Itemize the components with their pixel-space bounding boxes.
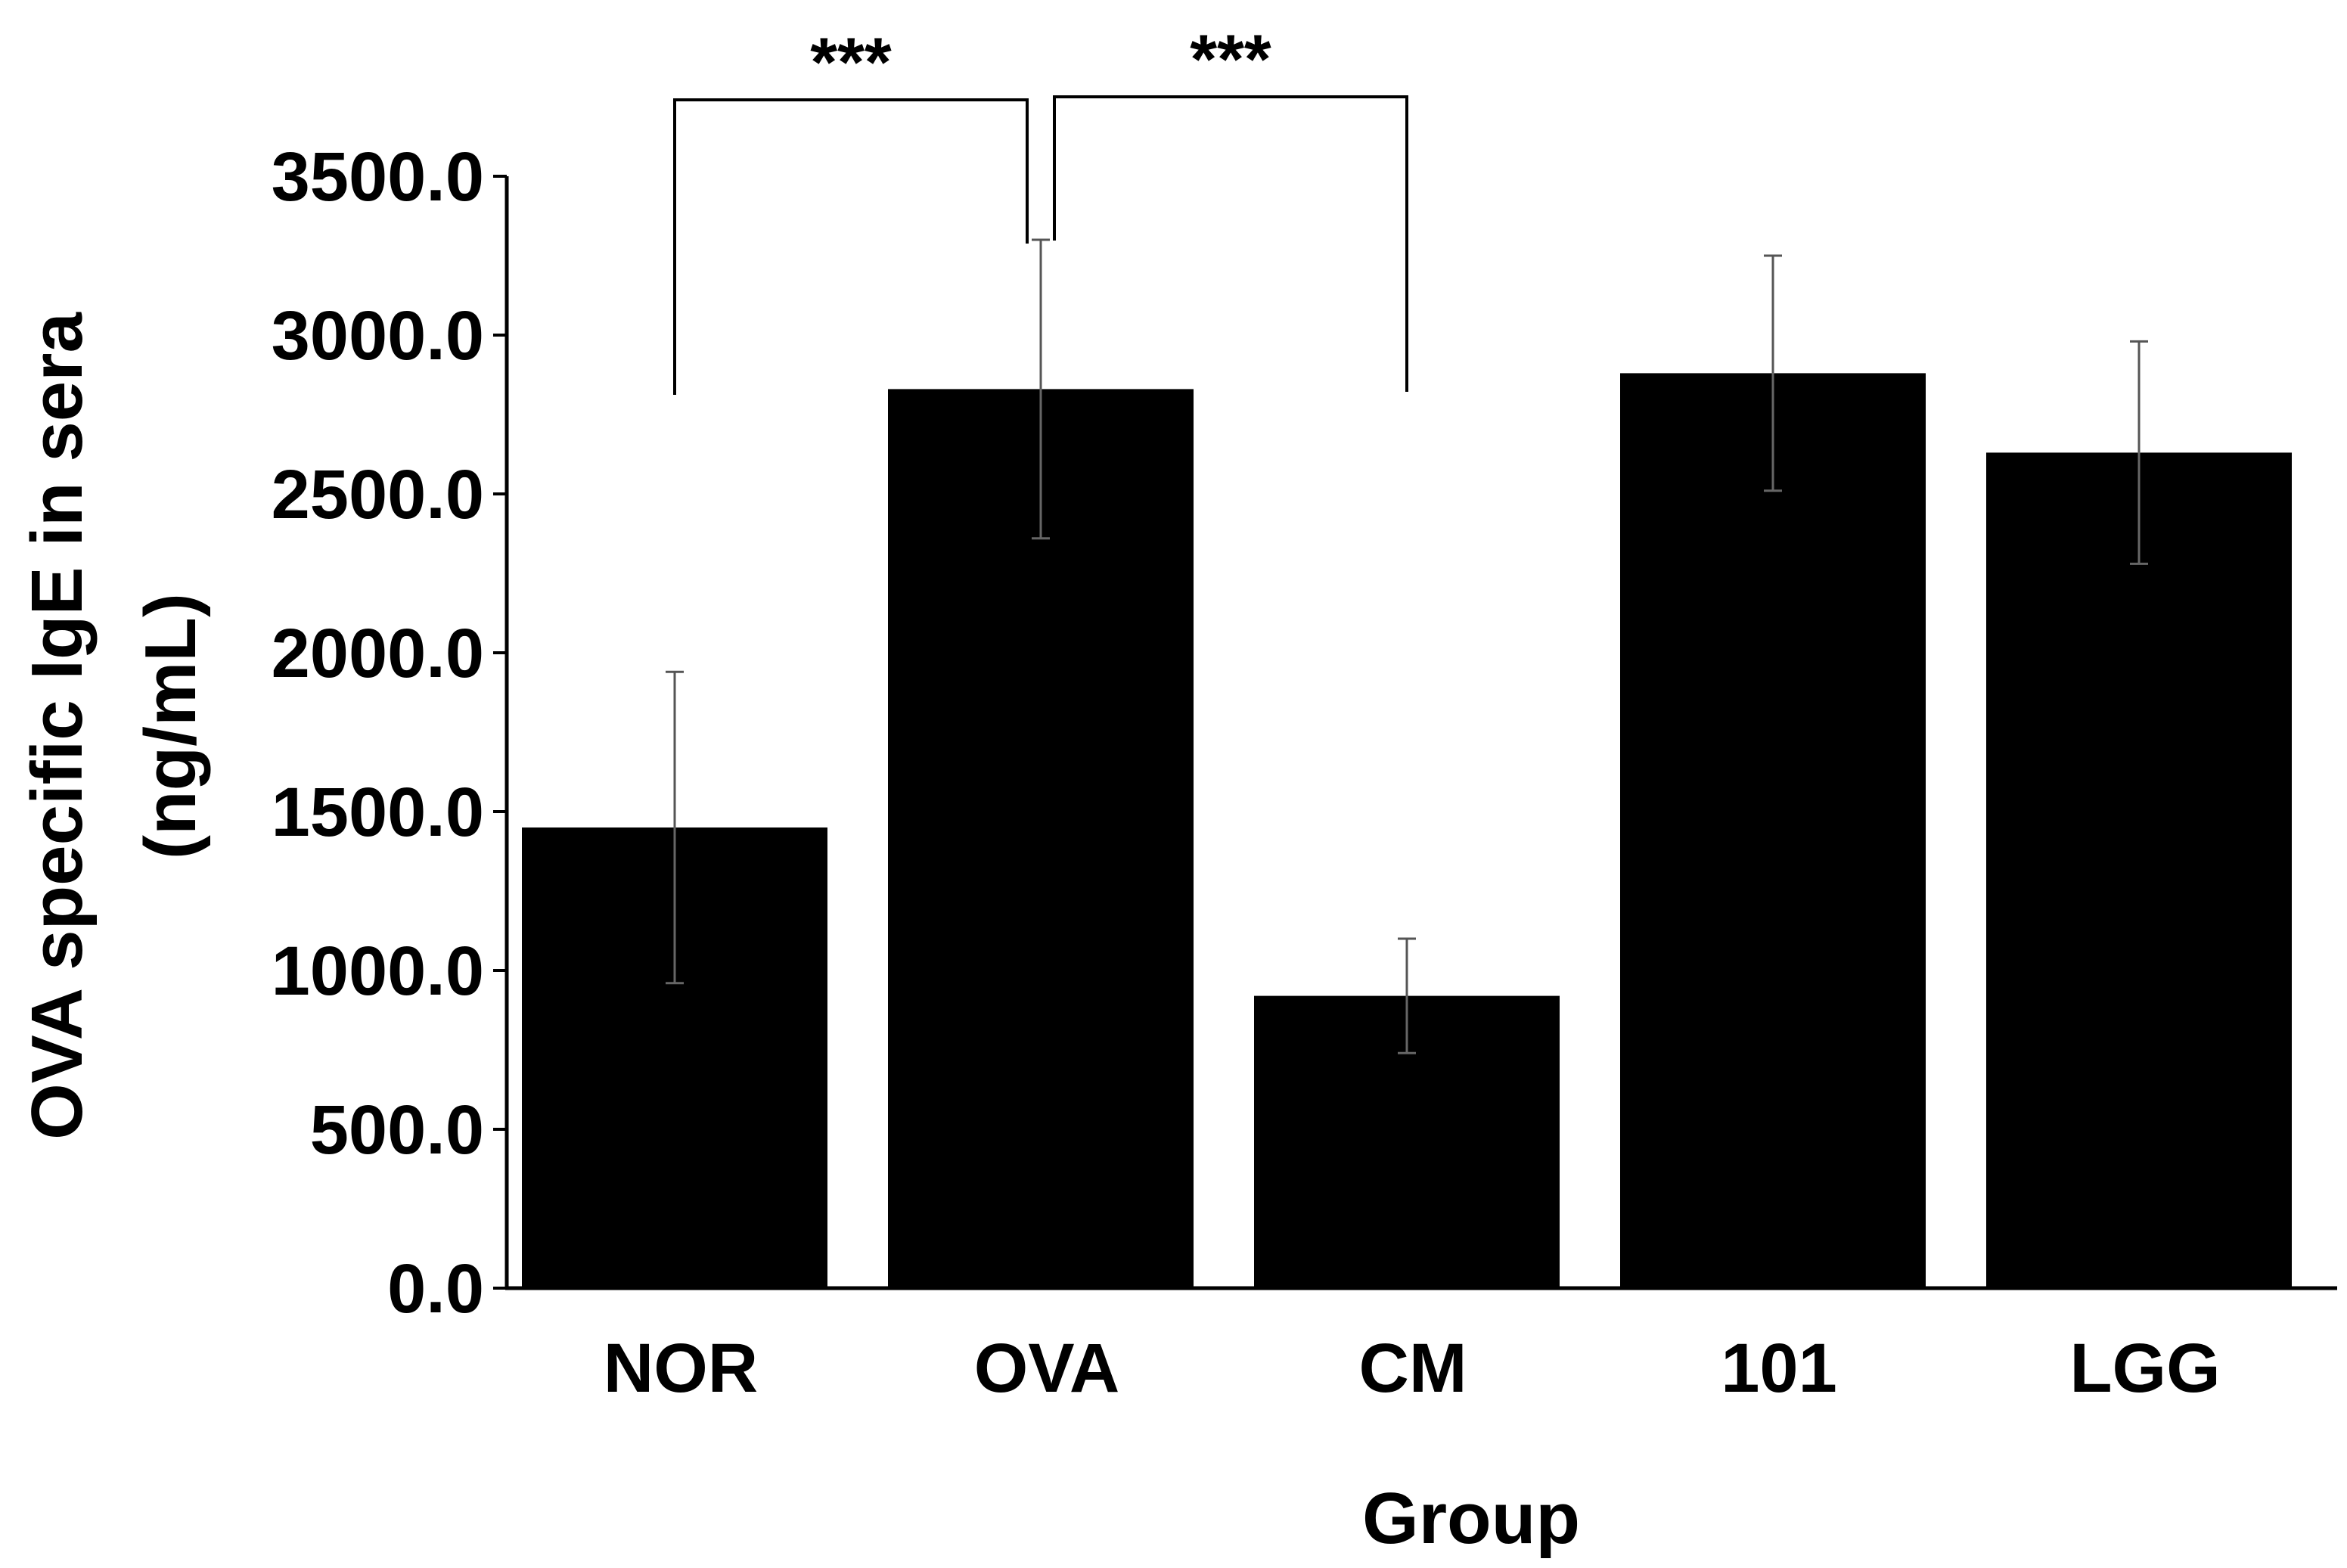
y-tick-label: 1000.0 [272,933,484,1010]
bracket-line [1053,95,1408,392]
y-tick-label: 3000.0 [272,297,484,374]
y-tick-label: 500.0 [310,1091,484,1169]
axes-layer [504,176,2337,1290]
error-bars-layer [666,238,2148,1054]
x-tick-label-ova: OVA [974,1330,1120,1407]
bracket-line [673,98,1029,395]
y-tick-label: 2500.0 [272,456,484,533]
y-tick-label: 1500.0 [272,774,484,851]
x-labels-layer: NOR OVA CM 101 LGG [604,1330,2221,1407]
y-tick-label: 2000.0 [272,615,484,692]
significance-layer: *** *** [673,21,1408,395]
x-tick-label-cm: CM [1358,1330,1467,1407]
error-bar-ova [1032,238,1050,540]
bar-101 [1620,373,1926,1288]
y-tick-label: 0.0 [387,1250,484,1327]
significance-label: *** [1190,21,1271,98]
x-tick-label-nor: NOR [604,1330,758,1407]
x-axis-title: Group [1362,1478,1580,1559]
y-tick-label: 3500.0 [272,138,484,216]
significance-bracket-ova-cm: *** [1053,21,1408,392]
y-axis-title-line2: (ng/mL) [130,593,211,859]
y-axis-title: OVA specific IgE in sera (ng/mL) [17,312,211,1140]
error-bar-101 [1764,254,1782,492]
x-tick-label-lgg: LGG [2069,1330,2220,1407]
x-tick-label-101: 101 [1721,1330,1837,1407]
y-ticks-layer: 0.0 500.0 1000.0 1500.0 2000.0 2500.0 3000.0 35… [272,138,507,1327]
significance-bracket-nor-ova: *** [673,24,1029,395]
y-axis-title-line1: OVA specific IgE in sera [17,312,98,1140]
error-bar-nor [666,670,684,985]
error-bar-cm [1398,937,1416,1054]
bar-lgg [1986,452,2292,1288]
error-bar-lgg [2130,340,2148,565]
bars-layer [522,373,2292,1288]
significance-label: *** [810,24,892,101]
